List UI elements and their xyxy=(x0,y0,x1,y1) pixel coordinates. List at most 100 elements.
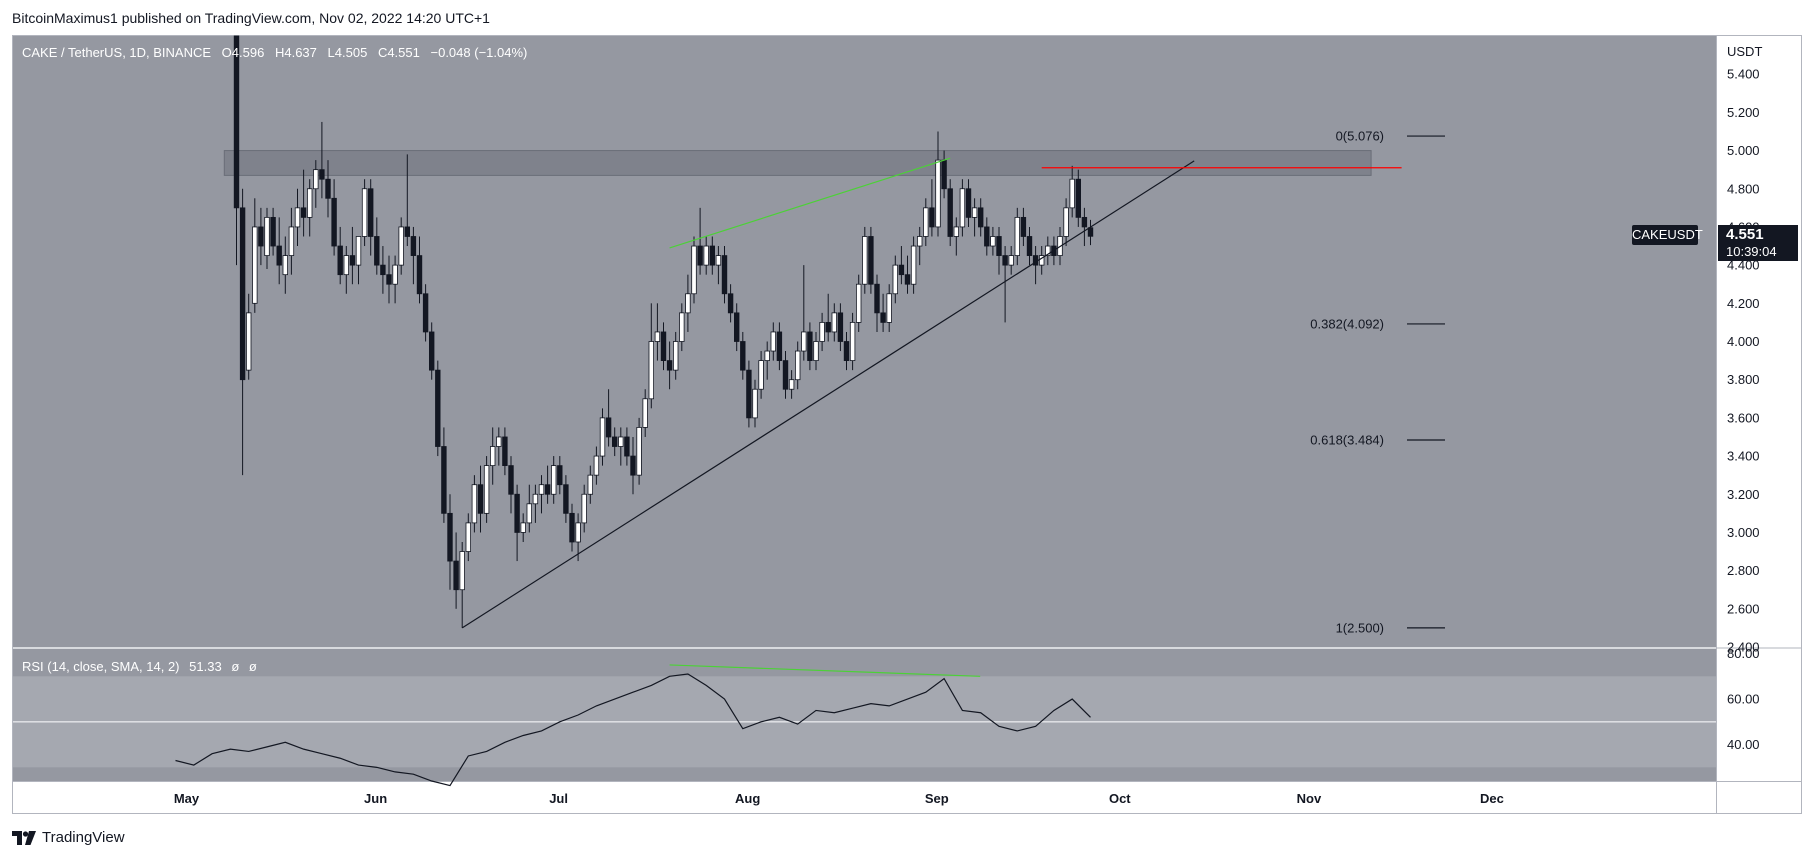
candle-110[interactable] xyxy=(904,255,911,294)
candle-78[interactable] xyxy=(709,236,715,275)
candle-10[interactable] xyxy=(294,188,301,247)
candle-71[interactable] xyxy=(666,341,673,390)
price-divergence-line[interactable] xyxy=(669,157,951,249)
candle-32[interactable] xyxy=(428,322,435,380)
candle-62[interactable] xyxy=(612,427,618,457)
candle-83[interactable] xyxy=(740,331,746,380)
candle-138[interactable] xyxy=(1075,169,1081,227)
candle-26[interactable] xyxy=(392,255,398,304)
candle-139[interactable] xyxy=(1081,207,1088,247)
candle-70[interactable] xyxy=(660,322,667,371)
candle-7[interactable] xyxy=(276,217,282,285)
candle-17[interactable] xyxy=(337,226,343,285)
candle-9[interactable] xyxy=(288,207,295,275)
candle-19[interactable] xyxy=(349,226,356,285)
candle-79[interactable] xyxy=(715,246,722,285)
candle-100[interactable] xyxy=(843,331,850,371)
candle-76[interactable] xyxy=(697,207,703,275)
candle-52[interactable] xyxy=(551,456,557,504)
candle-130[interactable] xyxy=(1026,226,1033,266)
candle-91[interactable] xyxy=(788,370,795,399)
candle-29[interactable] xyxy=(410,226,417,285)
candle-59[interactable] xyxy=(593,446,600,485)
candle-12[interactable] xyxy=(306,179,313,237)
candle-137[interactable] xyxy=(1069,165,1075,218)
candle-8[interactable] xyxy=(282,236,288,294)
candle-120[interactable] xyxy=(965,179,972,227)
candle-113[interactable] xyxy=(923,198,929,247)
candle-95[interactable] xyxy=(813,331,819,371)
footer-brand[interactable]: TradingView xyxy=(12,829,125,846)
candle-85[interactable] xyxy=(752,379,758,428)
candle-15[interactable] xyxy=(325,160,331,218)
candle-119[interactable] xyxy=(959,179,966,237)
price-pane[interactable] xyxy=(13,36,1716,647)
candle-96[interactable] xyxy=(819,312,825,352)
candle-73[interactable] xyxy=(679,303,685,352)
candle-101[interactable] xyxy=(849,312,856,371)
candle-48[interactable] xyxy=(526,484,532,533)
candle-51[interactable] xyxy=(544,465,551,504)
candle-39[interactable] xyxy=(471,475,478,533)
candle-47[interactable] xyxy=(520,513,526,542)
candle-0[interactable] xyxy=(233,35,240,266)
candle-58[interactable] xyxy=(587,465,593,504)
candle-94[interactable] xyxy=(807,322,813,371)
last-price-label[interactable]: 4.551 10:39:04 xyxy=(1718,225,1798,261)
candle-72[interactable] xyxy=(673,331,679,380)
candle-117[interactable] xyxy=(947,179,953,247)
candle-44[interactable] xyxy=(502,427,508,476)
candle-126[interactable] xyxy=(1002,246,1008,323)
candle-118[interactable] xyxy=(953,217,959,256)
candle-37[interactable] xyxy=(459,541,465,628)
candle-121[interactable] xyxy=(971,198,978,237)
candle-27[interactable] xyxy=(398,217,404,275)
candle-97[interactable] xyxy=(825,293,831,342)
rsi-title[interactable]: RSI (14, close, SMA, 14, 2) xyxy=(22,659,180,674)
candle-2[interactable] xyxy=(245,293,252,380)
candle-33[interactable] xyxy=(435,360,441,457)
candle-6[interactable] xyxy=(270,207,276,256)
candle-92[interactable] xyxy=(795,341,801,390)
candle-23[interactable] xyxy=(374,217,380,275)
candle-30[interactable] xyxy=(416,236,423,304)
candle-75[interactable] xyxy=(691,236,697,304)
candle-49[interactable] xyxy=(532,484,539,523)
candle-56[interactable] xyxy=(575,513,581,562)
candle-55[interactable] xyxy=(569,503,575,552)
candle-60[interactable] xyxy=(599,408,606,466)
candle-18[interactable] xyxy=(343,246,349,294)
candle-105[interactable] xyxy=(874,274,880,332)
candle-84[interactable] xyxy=(746,360,752,428)
candle-93[interactable] xyxy=(801,265,807,361)
ascending-support-line[interactable] xyxy=(461,160,1195,629)
candle-86[interactable] xyxy=(758,351,764,399)
candle-106[interactable] xyxy=(880,293,886,332)
candle-35[interactable] xyxy=(447,494,453,590)
rsi-divergence-line[interactable] xyxy=(669,664,981,677)
candle-115[interactable] xyxy=(935,131,941,237)
candle-16[interactable] xyxy=(331,179,337,256)
candle-28[interactable] xyxy=(404,154,410,247)
candle-68[interactable] xyxy=(648,303,654,409)
candle-46[interactable] xyxy=(514,484,520,562)
candle-89[interactable] xyxy=(776,322,783,371)
candle-53[interactable] xyxy=(557,456,563,495)
candle-112[interactable] xyxy=(917,226,923,266)
candle-64[interactable] xyxy=(624,427,630,466)
candle-102[interactable] xyxy=(856,274,862,332)
candle-122[interactable] xyxy=(978,198,984,237)
candle-25[interactable] xyxy=(386,255,392,304)
candle-40[interactable] xyxy=(477,465,484,533)
candle-4[interactable] xyxy=(258,207,264,266)
resistance-zone[interactable] xyxy=(223,150,1372,176)
symbol-title[interactable]: CAKE / TetherUS, 1D, BINANCE xyxy=(22,45,212,60)
candle-22[interactable] xyxy=(367,179,374,256)
candle-128[interactable] xyxy=(1014,207,1020,266)
symbol-price-tag[interactable]: CAKEUSDT xyxy=(1632,225,1703,245)
candle-123[interactable] xyxy=(984,217,990,256)
candle-103[interactable] xyxy=(862,226,868,294)
candle-80[interactable] xyxy=(721,246,728,304)
candle-99[interactable] xyxy=(837,303,844,352)
